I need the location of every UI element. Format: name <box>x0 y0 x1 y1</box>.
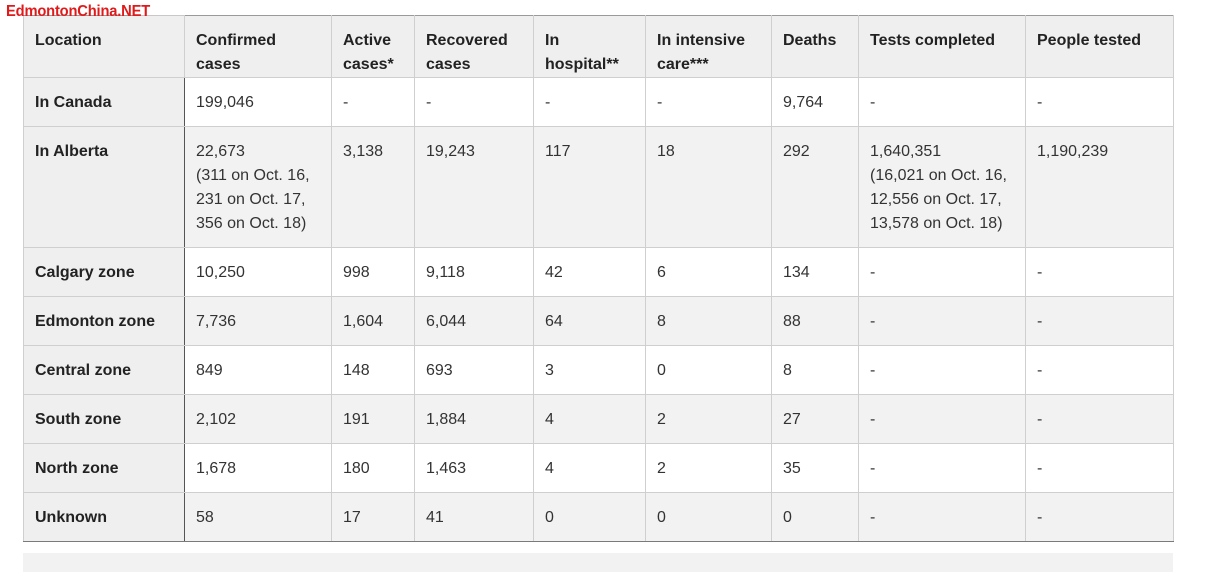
tests-completed-cell: - <box>858 345 1026 395</box>
intensive-care-cell: 6 <box>645 247 772 297</box>
deaths-cell: 88 <box>771 296 859 346</box>
tests-completed-cell: - <box>858 443 1026 493</box>
people-tested-cell: - <box>1025 77 1174 127</box>
confirmed-cases-cell: 849 <box>184 345 332 395</box>
recovered-cases-cell: 19,243 <box>414 126 534 248</box>
people-tested-cell: - <box>1025 492 1174 542</box>
confirmed-cases-cell: 58 <box>184 492 332 542</box>
active-cases-cell: 1,604 <box>331 296 415 346</box>
table-row: Unknown 58 17 41 0 0 0- - <box>23 492 1174 542</box>
recovered-cases-cell: 41 <box>414 492 534 542</box>
location-cell: Central zone <box>23 345 185 395</box>
header-people-tested: People tested <box>1025 15 1174 78</box>
in-hospital-cell: 64 <box>533 296 646 346</box>
deaths-cell: 0 <box>771 492 859 542</box>
header-deaths: Deaths <box>771 15 859 78</box>
covid-stats-table: Location Confirmed cases Active cases* R… <box>23 15 1174 542</box>
active-cases-cell: 148 <box>331 345 415 395</box>
people-tested-cell: - <box>1025 296 1174 346</box>
watermark-logo: EdmontonChina.NET <box>6 3 151 20</box>
location-cell: Unknown <box>23 492 185 542</box>
people-tested-cell: - <box>1025 247 1174 297</box>
tests-completed-cell: - <box>858 296 1026 346</box>
confirmed-cases-cell: 199,046 <box>184 77 332 127</box>
tests-completed-cell: 1,640,351 (16,021 on Oct. 16, 12,556 on Oc… <box>858 126 1026 248</box>
in-hospital-cell: 4 <box>533 394 646 444</box>
deaths-cell: 27 <box>771 394 859 444</box>
table-row: In Alberta 22,673 (311 on Oct. 16, 231 on O… <box>23 126 1174 248</box>
active-cases-cell: 998 <box>331 247 415 297</box>
deaths-cell: 35 <box>771 443 859 493</box>
header-recovered-cases: Recovered cases <box>414 15 534 78</box>
intensive-care-cell: 0 <box>645 492 772 542</box>
in-hospital-cell: 4 <box>533 443 646 493</box>
header-intensive-care: In intensive care*** <box>645 15 772 78</box>
location-cell: Edmonton zone <box>23 296 185 346</box>
recovered-cases-cell: 9,118 <box>414 247 534 297</box>
active-cases-cell: - <box>331 77 415 127</box>
deaths-cell: 8 <box>771 345 859 395</box>
table-footer-bar <box>23 553 1173 572</box>
intensive-care-cell: 2 <box>645 394 772 444</box>
people-tested-cell: - <box>1025 345 1174 395</box>
table-row: North zone 1,678 180 1,463 4 2 35- - <box>23 443 1174 493</box>
covid-stats-table-container: Location Confirmed cases Active cases* R… <box>23 15 1174 542</box>
people-tested-cell: 1,190,239 <box>1025 126 1174 248</box>
confirmed-cases-cell: 7,736 <box>184 296 332 346</box>
header-row: Location Confirmed cases Active cases* R… <box>23 15 1174 78</box>
intensive-care-cell: 0 <box>645 345 772 395</box>
intensive-care-cell: 8 <box>645 296 772 346</box>
tests-completed-cell: - <box>858 77 1026 127</box>
confirmed-cases-cell: 10,250 <box>184 247 332 297</box>
deaths-cell: 134 <box>771 247 859 297</box>
recovered-cases-cell: 1,463 <box>414 443 534 493</box>
intensive-care-cell: 2 <box>645 443 772 493</box>
confirmed-cases-cell: 2,102 <box>184 394 332 444</box>
active-cases-cell: 191 <box>331 394 415 444</box>
in-hospital-cell: 3 <box>533 345 646 395</box>
active-cases-cell: 180 <box>331 443 415 493</box>
tests-completed-cell: - <box>858 394 1026 444</box>
recovered-cases-cell: - <box>414 77 534 127</box>
deaths-cell: 9,764 <box>771 77 859 127</box>
header-confirmed-cases: Confirmed cases <box>184 15 332 78</box>
recovered-cases-cell: 1,884 <box>414 394 534 444</box>
in-hospital-cell: 42 <box>533 247 646 297</box>
intensive-care-cell: - <box>645 77 772 127</box>
header-active-cases: Active cases* <box>331 15 415 78</box>
table-row: Calgary zone 10,250 998 9,118 42 6 134- - <box>23 247 1174 297</box>
header-location: Location <box>23 15 185 78</box>
confirmed-cases-cell: 1,678 <box>184 443 332 493</box>
location-cell: South zone <box>23 394 185 444</box>
table-row: Edmonton zone 7,736 1,604 6,044 64 8 88- - <box>23 296 1174 346</box>
tests-completed-cell: - <box>858 492 1026 542</box>
active-cases-cell: 3,138 <box>331 126 415 248</box>
in-hospital-cell: - <box>533 77 646 127</box>
table-row: Central zone 849 148 693 3 0 8- - <box>23 345 1174 395</box>
location-cell: Calgary zone <box>23 247 185 297</box>
confirmed-cases-cell: 22,673 (311 on Oct. 16, 231 on Oct. 17, 356… <box>184 126 332 248</box>
table-row: In Canada 199,046- - - -9,764- - <box>23 77 1174 127</box>
table-row: South zone 2,102 191 1,884 4 2 27- - <box>23 394 1174 444</box>
location-cell: North zone <box>23 443 185 493</box>
watermark-divider <box>140 15 184 16</box>
deaths-cell: 292 <box>771 126 859 248</box>
location-cell: In Alberta <box>23 126 185 248</box>
header-in-hospital: In hospital** <box>533 15 646 78</box>
recovered-cases-cell: 6,044 <box>414 296 534 346</box>
active-cases-cell: 17 <box>331 492 415 542</box>
people-tested-cell: - <box>1025 394 1174 444</box>
intensive-care-cell: 18 <box>645 126 772 248</box>
people-tested-cell: - <box>1025 443 1174 493</box>
in-hospital-cell: 117 <box>533 126 646 248</box>
in-hospital-cell: 0 <box>533 492 646 542</box>
recovered-cases-cell: 693 <box>414 345 534 395</box>
location-cell: In Canada <box>23 77 185 127</box>
tests-completed-cell: - <box>858 247 1026 297</box>
header-tests-completed: Tests completed <box>858 15 1026 78</box>
